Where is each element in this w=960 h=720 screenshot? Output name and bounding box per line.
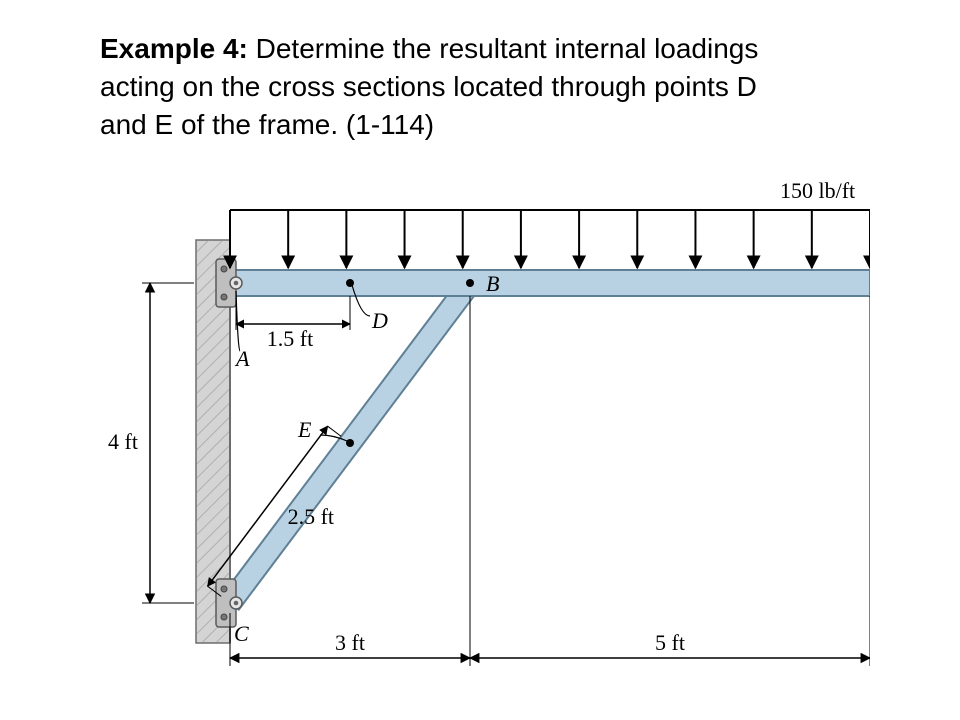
svg-text:B: B (486, 271, 499, 296)
svg-text:4 ft: 4 ft (108, 429, 138, 454)
svg-text:150 lb/ft: 150 lb/ft (780, 178, 855, 203)
svg-text:E: E (297, 417, 312, 442)
svg-text:D: D (371, 308, 388, 333)
svg-text:C: C (234, 621, 249, 646)
frame-diagram: 150 lb/ft D B A E C 4 ft 1.5 ft 2.5 ft 3 ft 5 ft (90, 160, 870, 700)
svg-text:1.5 ft: 1.5 ft (267, 326, 313, 351)
svg-text:5 ft: 5 ft (655, 630, 685, 655)
problem-statement: Example 4: Determine the resultant inter… (100, 30, 800, 143)
example-lead: Example 4: (100, 33, 248, 64)
svg-text:A: A (234, 346, 250, 371)
svg-text:2.5 ft: 2.5 ft (288, 504, 334, 529)
svg-text:3 ft: 3 ft (335, 630, 365, 655)
